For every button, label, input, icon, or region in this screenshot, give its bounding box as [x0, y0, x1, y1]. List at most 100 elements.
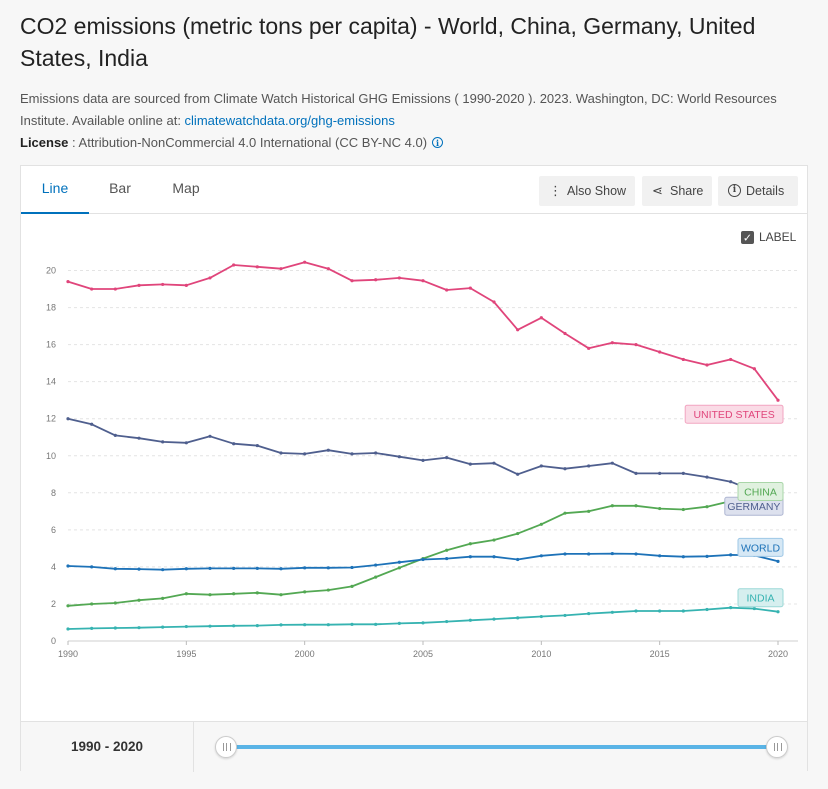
series-label-world: WORLD: [737, 537, 784, 557]
data-point-united-states: [161, 282, 165, 287]
range-start-handle[interactable]: [215, 736, 237, 758]
data-point-united-states: [279, 267, 283, 271]
data-point-germany: [421, 458, 425, 462]
source-link[interactable]: climatewatchdata.org/ghg-emissions: [184, 113, 395, 128]
data-point-china: [658, 506, 662, 511]
data-point-india: [634, 609, 638, 613]
data-point-world: [516, 557, 520, 562]
share-button[interactable]: ⋖ Share: [642, 176, 712, 206]
x-tick-label: 2020: [768, 649, 788, 659]
series-line-india: [67, 606, 779, 630]
data-point-china: [492, 538, 496, 542]
label-toggle[interactable]: ✓ LABEL: [741, 230, 797, 245]
data-point-china: [255, 591, 259, 595]
data-point-world: [137, 567, 141, 571]
details-button[interactable]: i Details: [718, 176, 798, 206]
data-point-china: [326, 588, 330, 592]
data-point-china: [161, 596, 165, 600]
data-point-india: [468, 618, 472, 622]
data-point-germany: [184, 441, 188, 445]
data-point-china: [208, 593, 212, 597]
data-point-world: [539, 554, 543, 558]
more-vertical-icon: ⋮: [549, 183, 562, 198]
also-show-button[interactable]: ⋮ Also Show: [539, 176, 635, 206]
data-point-world: [492, 555, 496, 559]
data-point-united-states: [208, 276, 212, 280]
data-point-germany: [208, 434, 212, 438]
series-label-germany: GERMANY: [724, 496, 784, 516]
axes: 0 2 4 6 8 10 12 14 16 18 20 1990 1995 2000 2005 2010 201…: [46, 266, 798, 659]
y-tick-label: 2: [51, 599, 56, 609]
data-point-germany: [303, 452, 307, 456]
data-point-world: [634, 552, 638, 556]
data-point-united-states: [326, 267, 330, 271]
data-point-china: [539, 522, 543, 526]
data-point-united-states: [421, 279, 425, 283]
label-toggle-text: LABEL: [759, 230, 797, 244]
info-circle-icon: i: [728, 184, 741, 197]
data-point-world: [326, 566, 330, 570]
data-point-germany: [350, 452, 354, 456]
data-point-china: [374, 575, 378, 579]
data-point-india: [66, 627, 70, 631]
data-point-world: [255, 566, 259, 570]
data-point-india: [421, 621, 425, 625]
license-label: License: [20, 135, 69, 150]
data-point-united-states: [445, 288, 449, 292]
data-point-world: [350, 565, 354, 570]
tab-line[interactable]: Line: [21, 166, 89, 214]
data-point-germany: [468, 462, 472, 466]
y-tick-label: 12: [46, 414, 56, 424]
range-start: 1990: [70, 739, 101, 754]
data-point-germany: [90, 422, 94, 426]
data-point-india: [563, 613, 567, 618]
data-point-china: [516, 531, 520, 536]
series-label-text: UNITED STATES: [693, 409, 774, 421]
y-tick-label: 6: [51, 525, 56, 535]
x-tick-label: 2000: [295, 649, 315, 659]
data-point-india: [776, 610, 780, 614]
data-point-united-states: [113, 287, 117, 291]
data-point-united-states: [752, 367, 756, 371]
data-point-india: [681, 609, 685, 613]
data-point-world: [610, 551, 614, 556]
data-point-india: [232, 624, 236, 628]
data-point-united-states: [397, 276, 401, 280]
share-icon: ⋖: [652, 183, 663, 198]
details-label: Details: [746, 184, 785, 198]
range-end-handle[interactable]: [766, 736, 788, 758]
data-point-india: [610, 610, 614, 614]
data-point-united-states: [468, 286, 472, 290]
data-point-germany: [539, 464, 543, 468]
source-note: Emissions data are sourced from Climate …: [20, 88, 810, 132]
data-point-china: [90, 602, 94, 606]
data-point-germany: [374, 451, 378, 455]
series-label-text: GERMANY: [727, 501, 780, 513]
data-point-germany: [681, 471, 685, 475]
also-show-label: Also Show: [567, 184, 627, 198]
range-bar: 1990 - 2020: [21, 721, 807, 772]
data-point-india: [326, 623, 330, 627]
info-icon[interactable]: i: [432, 137, 444, 148]
tab-bar[interactable]: Bar: [109, 180, 131, 196]
range-track[interactable]: [229, 745, 777, 749]
data-point-germany: [587, 464, 591, 468]
data-point-world: [374, 563, 378, 567]
data-point-united-states: [492, 300, 496, 304]
data-point-india: [184, 624, 188, 629]
data-point-india: [539, 614, 543, 619]
data-point-germany: [658, 471, 662, 475]
y-tick-label: 0: [51, 636, 56, 646]
data-point-germany: [445, 456, 449, 460]
data-point-germany: [279, 451, 283, 455]
data-point-world: [397, 560, 401, 564]
data-point-china: [445, 548, 449, 552]
data-point-germany: [705, 475, 709, 479]
x-tick-label: 1990: [58, 649, 78, 659]
data-point-united-states: [66, 280, 70, 284]
data-point-united-states: [634, 343, 638, 347]
gridlines: [68, 270, 798, 605]
tab-map[interactable]: Map: [172, 180, 200, 196]
label-checkbox[interactable]: [741, 231, 754, 244]
data-point-world: [681, 555, 685, 559]
